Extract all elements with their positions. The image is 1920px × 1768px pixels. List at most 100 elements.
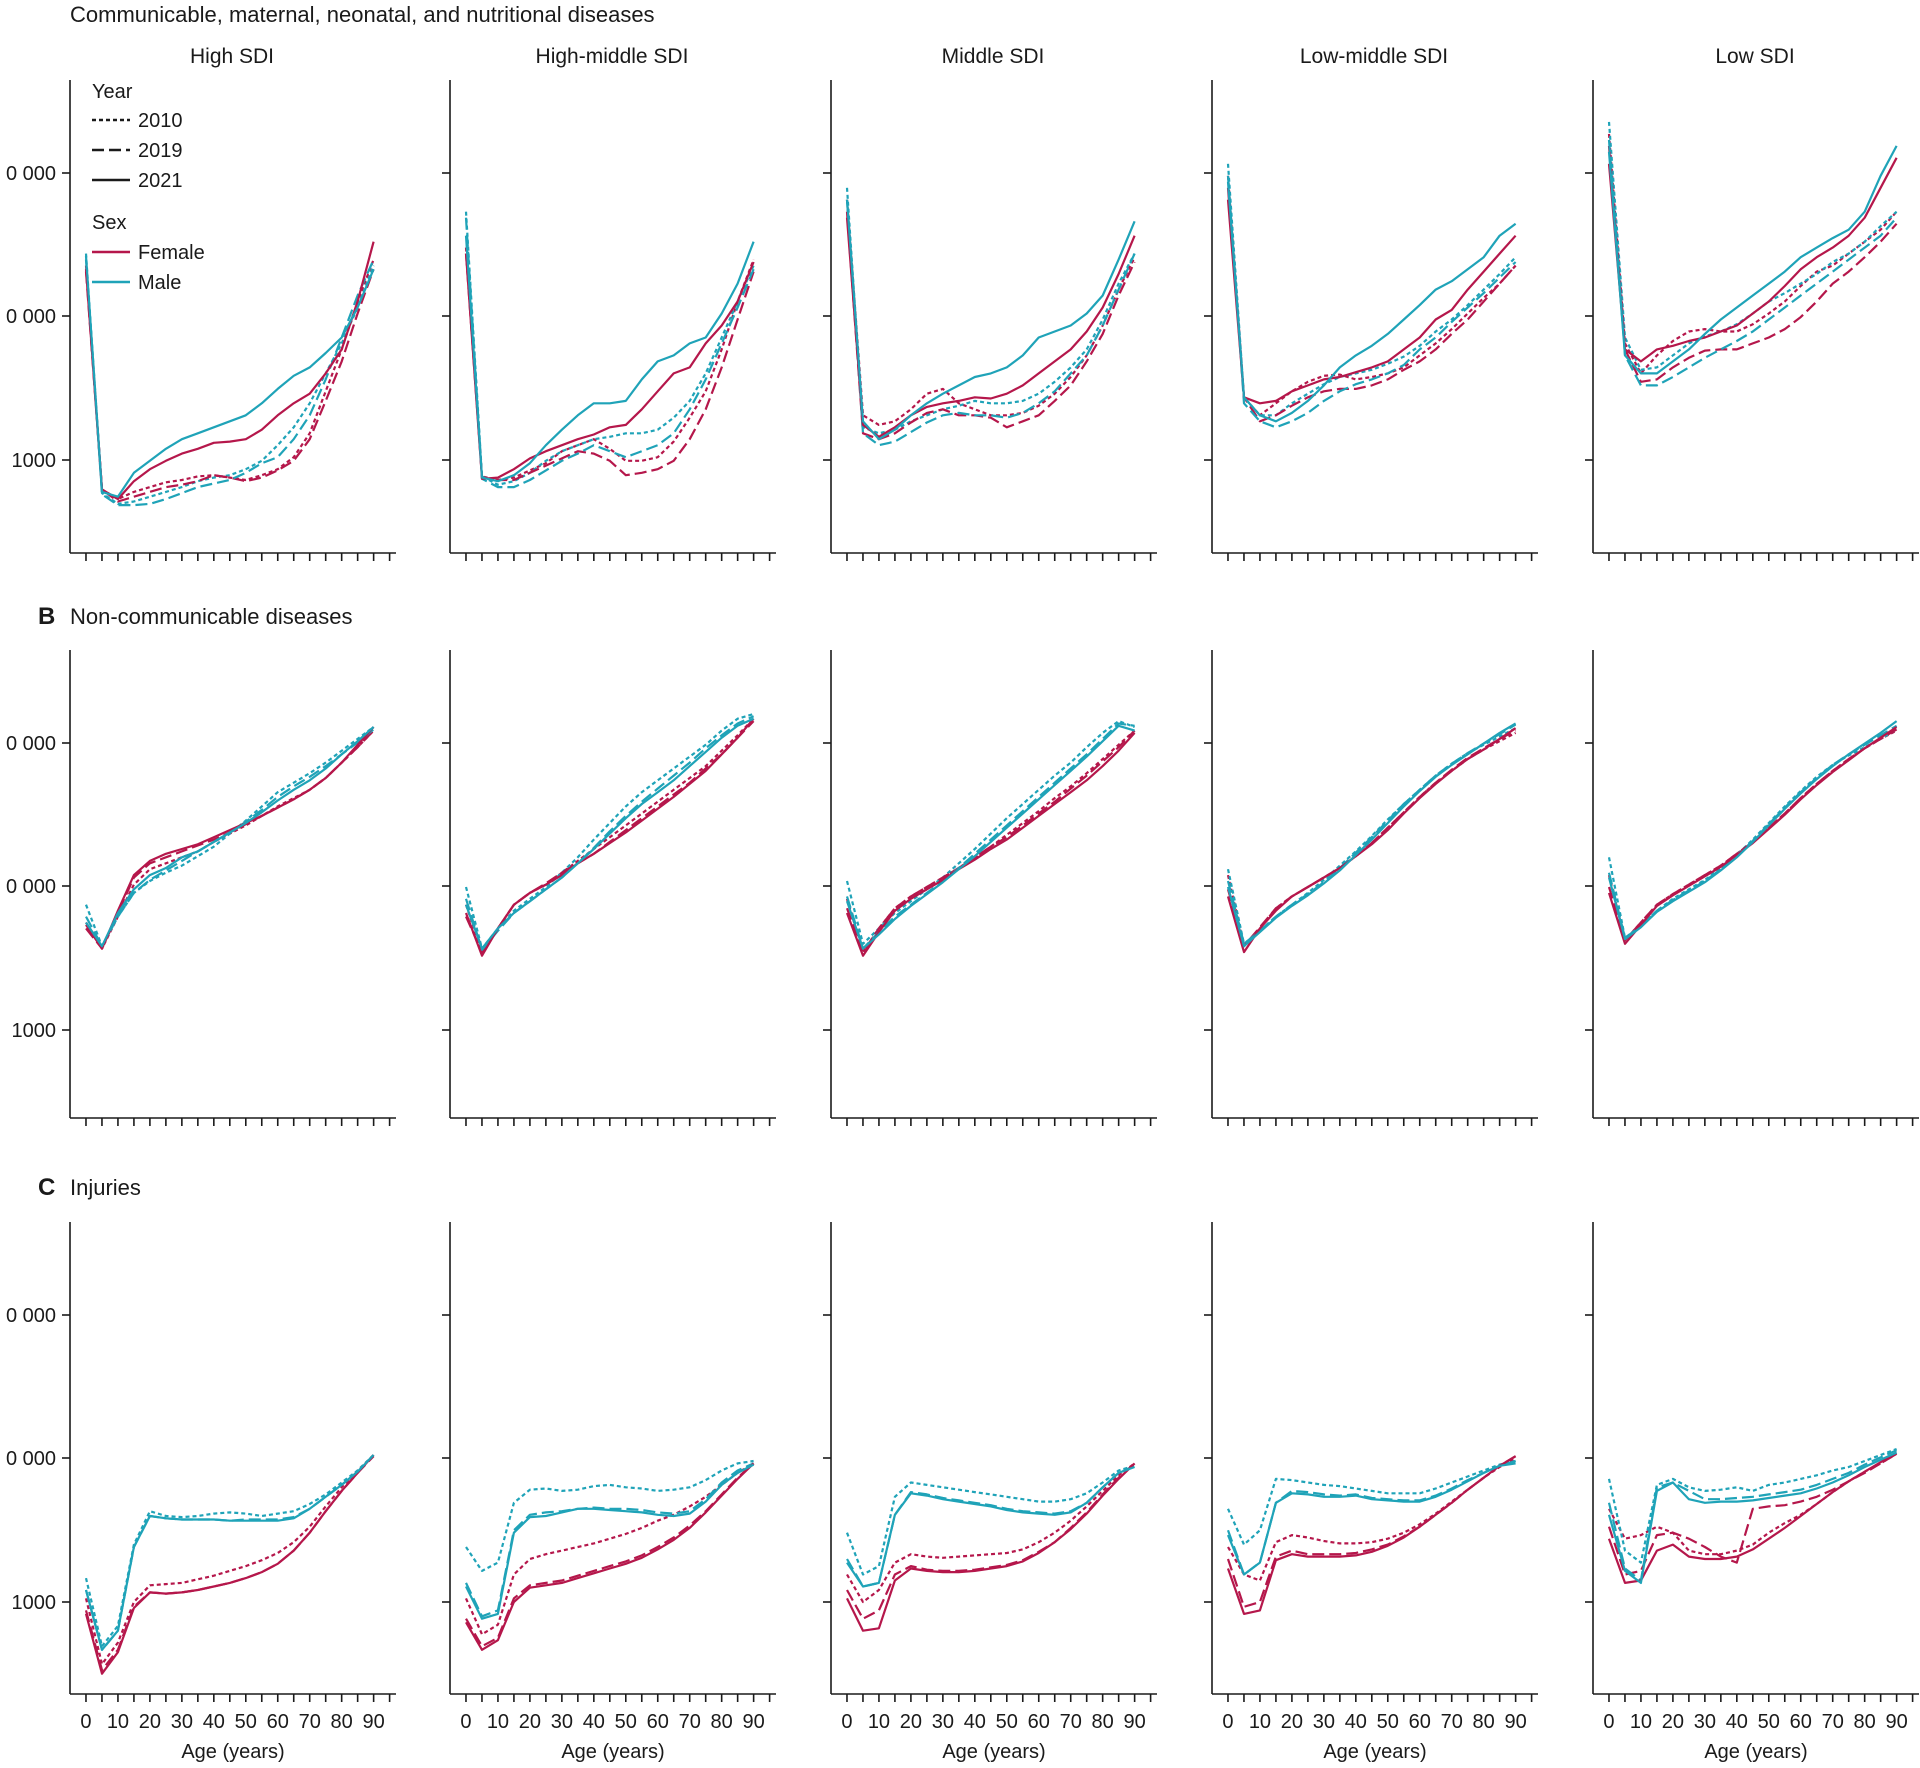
series-line-female-2021 xyxy=(465,1462,755,1651)
x-tick-label: 80 xyxy=(1854,1711,1876,1733)
series-line-male-2019 xyxy=(1226,175,1517,429)
x-tick-label: 30 xyxy=(551,1711,573,1733)
legend-2019-label: 2019 xyxy=(138,140,183,162)
x-axis-label: Age (years) xyxy=(561,1741,664,1763)
x-tick-label: 50 xyxy=(235,1711,257,1733)
series-line-male-2010 xyxy=(845,719,1135,945)
series-line-female-2021 xyxy=(84,1454,375,1675)
x-tick-label: 90 xyxy=(363,1711,385,1733)
series-line-female-2019 xyxy=(464,253,755,482)
x-tick-label: 80 xyxy=(1473,1711,1495,1733)
series-line-female-2010 xyxy=(84,259,375,501)
x-tick-label: 60 xyxy=(267,1711,289,1733)
series-line-male-2021 xyxy=(1607,145,1898,375)
series-line-female-2010 xyxy=(84,1454,375,1666)
panel-r3-c3: 0 10 20 30 40 50 60 70 80 90 Age (years) xyxy=(823,1222,1157,1763)
y-tick-label: 1000 xyxy=(12,1592,57,1614)
series-line-male-2019 xyxy=(84,259,375,507)
series-line-female-2010 xyxy=(1607,729,1898,942)
series-line-male-2021 xyxy=(845,199,1136,441)
x-tick-label: 40 xyxy=(583,1711,605,1733)
x-tick-label: 0 xyxy=(841,1711,852,1733)
series-line-male-2010 xyxy=(845,187,1136,435)
panel-r1-c5 xyxy=(1585,80,1919,561)
panel-r3-c4: 0 10 20 30 40 50 60 70 80 90 Age (years) xyxy=(1204,1222,1538,1763)
series-line-male-2021 xyxy=(464,235,755,483)
x-tick-label: 10 xyxy=(1630,1711,1652,1733)
panel-r3-c2: 0 10 20 30 40 50 60 70 80 90 Age (years) xyxy=(442,1222,776,1763)
series-line-male-2010 xyxy=(1607,728,1898,940)
series-line-female-2019 xyxy=(84,268,375,503)
legend-2021-label: 2021 xyxy=(138,170,183,192)
legend-2010-label: 2010 xyxy=(138,110,183,132)
series-line-male-2021 xyxy=(1607,720,1898,941)
x-tick-label: 80 xyxy=(711,1711,733,1733)
series-line-female-2010 xyxy=(845,199,1136,426)
row-title-b: Non-communicable diseases xyxy=(70,604,352,629)
x-tick-label: 70 xyxy=(299,1711,321,1733)
panel-title-high-sdi: High SDI xyxy=(190,45,274,68)
x-tick-label: 0 xyxy=(1603,1711,1614,1733)
series-line-female-2010 xyxy=(464,1462,755,1636)
series-line-male-2019 xyxy=(1607,139,1898,387)
x-tick-label: 20 xyxy=(139,1711,161,1733)
series-line-male-2010 xyxy=(1226,1459,1516,1546)
y-tick-label: 0 000 xyxy=(6,733,56,755)
x-tick-label: 60 xyxy=(647,1711,669,1733)
series-line-male-2021 xyxy=(1226,722,1517,948)
row-title-a: Communicable, maternal, neonatal, and nu… xyxy=(70,2,655,27)
x-tick-label: 80 xyxy=(1092,1711,1114,1733)
x-tick-label: 10 xyxy=(107,1711,129,1733)
panel-r1-c2 xyxy=(442,80,776,561)
x-axis-label: Age (years) xyxy=(1704,1741,1807,1763)
row-title-c: Injuries xyxy=(70,1175,141,1200)
x-tick-label: 20 xyxy=(519,1711,541,1733)
x-tick-label: 60 xyxy=(1028,1711,1050,1733)
y-tick-label: 1000 xyxy=(12,450,57,472)
x-axis-label: Age (years) xyxy=(942,1741,1045,1763)
series-line-male-2019 xyxy=(1226,723,1517,945)
panel-r2-c4 xyxy=(1204,650,1538,1126)
series-line-female-2021 xyxy=(85,726,375,950)
series-line-male-2019 xyxy=(85,728,375,948)
legend-male-label: Male xyxy=(138,272,181,294)
x-tick-label: 30 xyxy=(1313,1711,1335,1733)
series-line-female-2010 xyxy=(464,247,755,482)
panel-title-low-middle-sdi: Low-middle SDI xyxy=(1300,45,1448,68)
series-line-female-2021 xyxy=(845,217,1136,438)
x-axis-label: Age (years) xyxy=(1323,1741,1426,1763)
legend-sex-heading: Sex xyxy=(92,212,126,234)
panel-r2-c1: 0 000 0 000 1000 xyxy=(6,650,396,1126)
x-tick-label: 60 xyxy=(1790,1711,1812,1733)
panel-r3-c1: 0 000 0 000 1000 0 10 20 30 40 50 60 70 80 90 Age (ye… xyxy=(6,1222,396,1763)
series-line-male-2010 xyxy=(464,712,754,950)
series-line-male-2021 xyxy=(1226,1462,1516,1576)
panel-r1-c4 xyxy=(1204,80,1538,561)
x-tick-label: 70 xyxy=(679,1711,701,1733)
x-tick-label: 10 xyxy=(487,1711,509,1733)
series-line-male-2010 xyxy=(1226,163,1517,417)
series-line-female-2021 xyxy=(1607,157,1898,363)
panel-r2-c3 xyxy=(823,650,1157,1126)
panel-r2-c5 xyxy=(1585,650,1919,1126)
x-tick-label: 50 xyxy=(1377,1711,1399,1733)
series-line-female-2019 xyxy=(1607,145,1898,383)
x-tick-label: 70 xyxy=(1060,1711,1082,1733)
series-line-female-2019 xyxy=(845,729,1136,954)
series-line-female-2021 xyxy=(1226,727,1517,954)
x-tick-label: 90 xyxy=(743,1711,765,1733)
panel-title-low-sdi: Low SDI xyxy=(1715,45,1794,68)
series-line-female-2021 xyxy=(1607,726,1898,945)
x-tick-label: 70 xyxy=(1441,1711,1463,1733)
x-tick-label: 90 xyxy=(1124,1711,1146,1733)
panel-title-middle-sdi: Middle SDI xyxy=(942,45,1045,68)
series-line-male-2021 xyxy=(1607,1451,1898,1585)
series-line-female-2021 xyxy=(464,253,755,480)
panel-r3-c5: 0 10 20 30 40 50 60 70 80 90 Age (years) xyxy=(1585,1222,1919,1763)
row-letter-b: B xyxy=(38,603,55,630)
series-line-female-2010 xyxy=(1607,133,1898,375)
x-tick-label: 90 xyxy=(1886,1711,1908,1733)
y-tick-label: 0 000 xyxy=(6,1305,56,1327)
series-line-male-2021 xyxy=(85,726,375,948)
y-tick-label: 1000 xyxy=(12,1020,57,1042)
